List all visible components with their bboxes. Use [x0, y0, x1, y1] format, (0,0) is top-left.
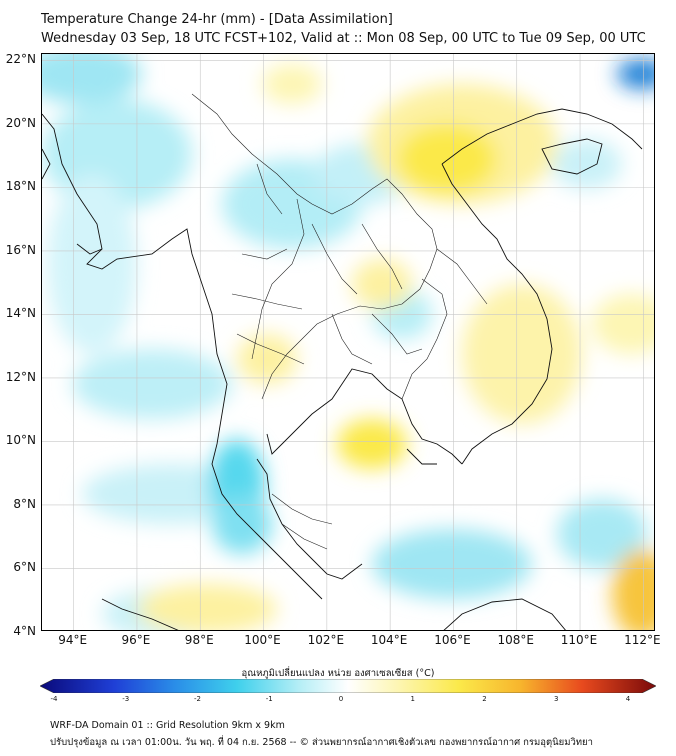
colorbar-tick: 3 — [554, 695, 559, 703]
lon-label: 100°E — [244, 633, 281, 647]
colorbar-tick: 0 — [338, 695, 344, 703]
lat-label: 12°N — [5, 369, 36, 384]
lat-label: 16°N — [5, 242, 36, 257]
map-title: Temperature Change 24-hr (mm) - [Data As… — [41, 12, 393, 27]
colorbar-tick: -4 — [50, 695, 58, 703]
lat-label: 10°N — [5, 433, 36, 448]
lon-label: 112°E — [624, 633, 661, 647]
graticule — [42, 54, 654, 630]
lon-label: 106°E — [434, 633, 471, 647]
colorbar-tick: 4 — [625, 695, 631, 703]
lon-label: 102°E — [307, 633, 345, 647]
lat-label: 22°N — [5, 52, 36, 67]
lon-label: 104°E — [370, 633, 408, 647]
colorbar — [40, 679, 656, 693]
lat-label: 8°N — [13, 496, 36, 511]
coastlines — [42, 108, 643, 630]
lon-label: 96°E — [121, 633, 151, 647]
country-borders — [191, 93, 488, 550]
lon-label: 108°E — [497, 633, 534, 647]
map-canvas — [42, 54, 654, 630]
lon-label: 110°E — [560, 633, 598, 647]
lat-label: 14°N — [5, 306, 36, 321]
lat-label: 6°N — [13, 560, 36, 575]
colorbar-title: อุณหภูมิเปลี่ยนแปลง หน่วย องศาเซลเซียส (… — [241, 668, 435, 679]
update-info: ปรับปรุงข้อมูล ณ เวลา 01:00น. วัน พฤ. ที… — [50, 737, 593, 748]
model-info: WRF-DA Domain 01 :: Grid Resolution 9km … — [50, 720, 285, 731]
lat-label: 20°N — [5, 115, 36, 130]
colorbar-tick: -1 — [265, 695, 273, 703]
colorbar-tick: -2 — [194, 695, 201, 703]
temperature-change-map — [41, 53, 655, 631]
lon-label: 94°E — [58, 633, 88, 647]
lat-label: 18°N — [5, 179, 36, 194]
colorbar-tick: -3 — [122, 695, 130, 703]
colorbar-tick: 2 — [482, 695, 487, 703]
colorbar-tick: 1 — [410, 695, 415, 703]
lat-label: 4°N — [13, 624, 36, 638]
lon-label: 98°E — [184, 633, 214, 647]
map-subtitle: Wednesday 03 Sep, 18 UTC FCST+102, Valid… — [41, 31, 646, 46]
